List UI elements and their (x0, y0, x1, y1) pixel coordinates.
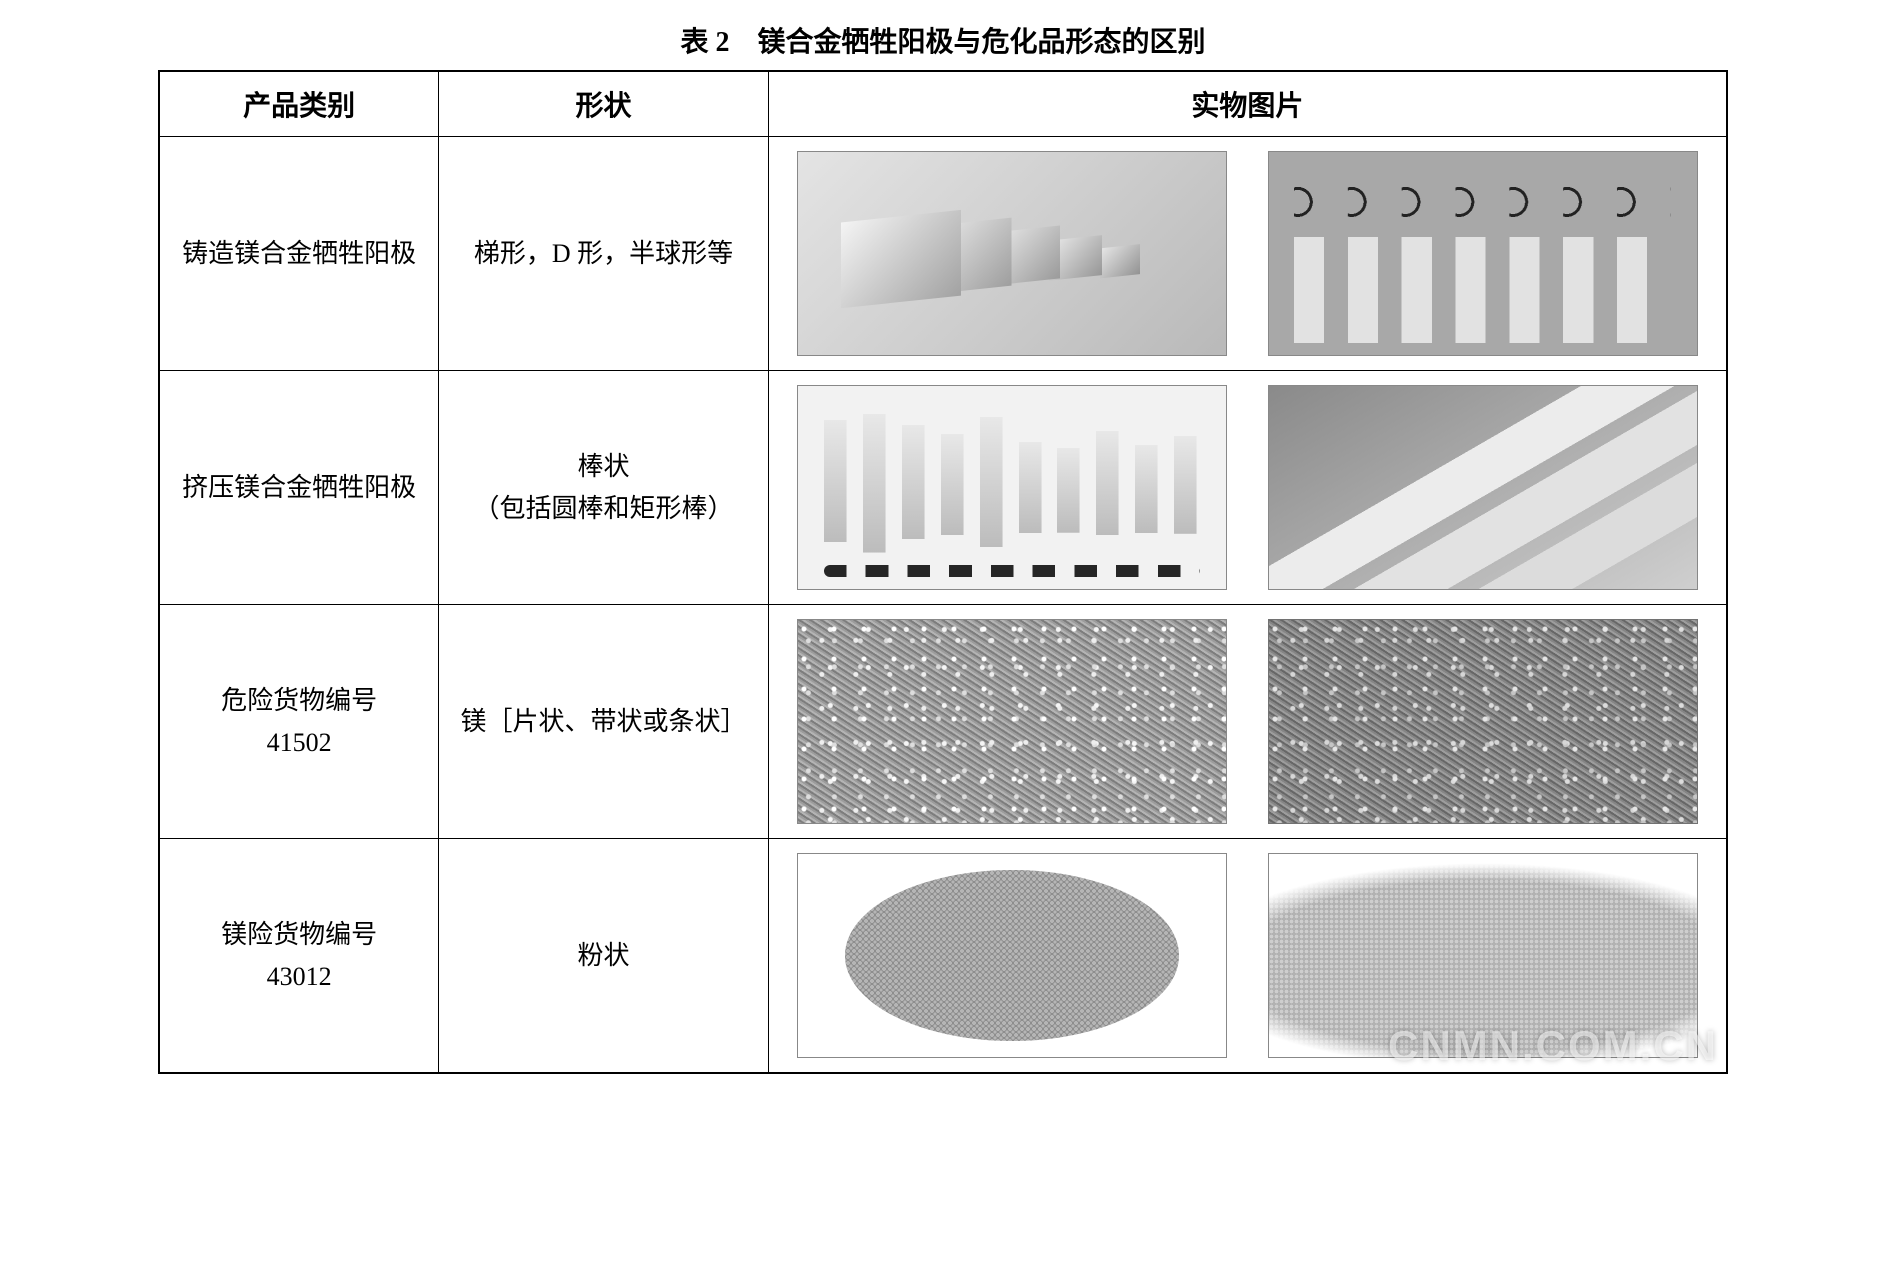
product-image (1268, 619, 1698, 824)
table-header-row: 产品类别 形状 实物图片 (159, 71, 1727, 137)
product-image (797, 853, 1227, 1058)
product-image (1268, 151, 1698, 356)
image-pair (789, 853, 1706, 1058)
col-header-shape: 形状 (439, 71, 769, 137)
category-cell: 危险货物编号41502 (159, 605, 439, 839)
image-pair (789, 619, 1706, 824)
shape-cell: 粉状 (439, 839, 769, 1074)
shape-cell: 镁［片状、带状或条状］ (439, 605, 769, 839)
category-cell: 铸造镁合金牺牲阳极 (159, 137, 439, 371)
image-cell: CNMN.COM.CN (768, 839, 1727, 1074)
product-image (797, 619, 1227, 824)
col-header-category: 产品类别 (159, 71, 439, 137)
col-header-image: 实物图片 (768, 71, 1727, 137)
document-page: 表 2 镁合金牺牲阳极与危化品形态的区别 产品类别 形状 实物图片 铸造镁合金牺… (158, 20, 1728, 1074)
product-image (797, 385, 1227, 590)
shape-cell: 梯形，D 形，半球形等 (439, 137, 769, 371)
image-cell (768, 137, 1727, 371)
table-row: 铸造镁合金牺牲阳极 梯形，D 形，半球形等 (159, 137, 1727, 371)
table-row: 镁险货物编号43012 粉状 CNMN.COM.CN (159, 839, 1727, 1074)
product-image (1268, 853, 1698, 1058)
category-cell: 挤压镁合金牺牲阳极 (159, 371, 439, 605)
image-pair (789, 385, 1706, 590)
comparison-table: 产品类别 形状 实物图片 铸造镁合金牺牲阳极 梯形，D 形，半球形等 挤压镁合金… (158, 70, 1728, 1074)
image-pair (789, 151, 1706, 356)
image-cell (768, 371, 1727, 605)
shape-cell: 棒状（包括圆棒和矩形棒） (439, 371, 769, 605)
table-caption: 表 2 镁合金牺牲阳极与危化品形态的区别 (158, 20, 1728, 70)
product-image (1268, 385, 1698, 590)
table-row: 危险货物编号41502 镁［片状、带状或条状］ (159, 605, 1727, 839)
product-image (797, 151, 1227, 356)
category-cell: 镁险货物编号43012 (159, 839, 439, 1074)
table-row: 挤压镁合金牺牲阳极 棒状（包括圆棒和矩形棒） (159, 371, 1727, 605)
image-cell (768, 605, 1727, 839)
